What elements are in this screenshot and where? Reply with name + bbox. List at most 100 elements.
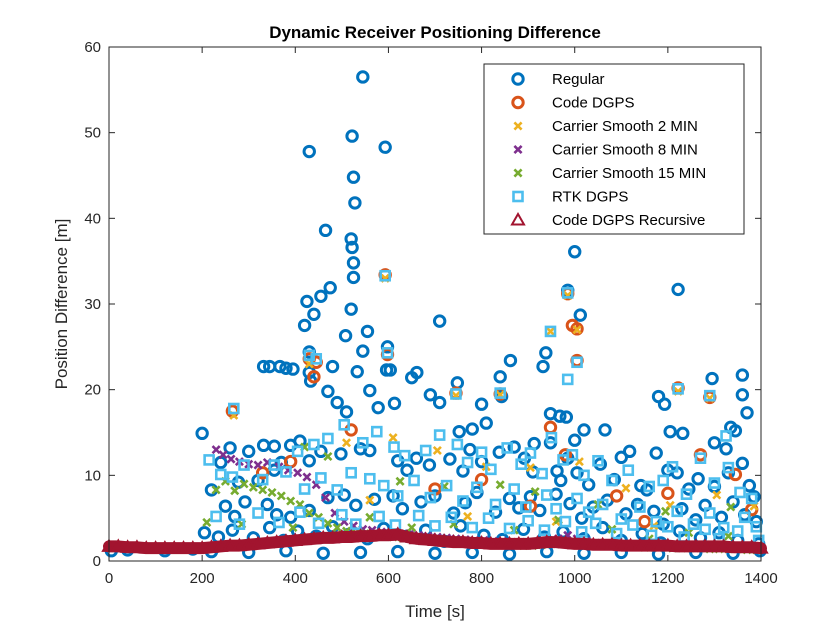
legend-label: Carrier Smooth 8 MIN [552,142,698,159]
data-point [520,535,536,550]
data-point [240,536,257,551]
data-point [325,359,340,374]
data-point [678,538,695,552]
data-point [573,308,588,322]
data-point [175,540,192,554]
data-point [321,384,335,399]
data-point [669,538,685,552]
data-point [604,536,620,551]
data-point [312,517,325,530]
data-point [346,170,361,184]
data-point [559,515,572,528]
data-point [238,459,250,471]
data-point [582,506,595,518]
data-point [471,481,483,494]
data-point [671,505,683,518]
data-point [479,416,493,430]
data-point [267,439,282,453]
data-point [343,528,359,543]
data-point [345,240,359,255]
data-point [345,129,359,143]
data-point [166,540,182,554]
data-point [627,519,639,531]
data-point [707,436,722,450]
data-point [129,539,145,553]
data-point [717,521,730,534]
axis-ticks: 0 200 400 600 800 1000 1200 1400 0 10 20 30 40 50 60 [84,39,777,587]
data-point [614,450,628,465]
data-point [291,445,304,458]
data-point [357,436,369,449]
data-point [332,523,342,533]
data-point [338,328,353,343]
data-point [226,454,236,464]
data-point [433,429,446,441]
data-point [419,444,432,457]
legend-marker [510,211,526,226]
data-point [622,537,639,552]
data-point [363,443,377,458]
data-point [712,490,722,500]
data-point [276,491,286,501]
data-point [432,395,447,410]
data-point [409,451,424,465]
legend-marker [513,121,523,131]
data-point [147,540,164,554]
legend-box [483,63,745,235]
data-point [501,442,513,454]
data-point [570,466,584,480]
data-point [553,409,567,423]
data-point [609,489,624,503]
data-point [408,530,425,545]
data-marks [101,70,769,561]
data-point [353,545,368,560]
data-point [743,539,760,553]
chart-title: Dynamic Receiver Positioning Difference [269,23,601,42]
data-point [197,526,212,540]
data-point [451,438,464,451]
y-tick-label: 50 [84,125,101,142]
y-tick-label: 10 [84,467,101,484]
data-point [719,442,733,456]
data-point [259,534,276,549]
data-point [445,534,462,548]
data-point [745,492,758,505]
data-point [432,445,442,456]
data-point [461,456,474,469]
data-point [649,446,663,460]
data-point [346,270,361,285]
data-point [720,430,732,442]
data-point [545,431,558,444]
data-point [379,269,391,282]
y-tick-label: 40 [84,210,101,227]
data-point [260,497,275,512]
data-point [622,444,637,459]
data-point [548,534,564,548]
data-point [703,507,716,519]
data-point [214,468,227,481]
data-point [371,527,387,541]
data-point [735,368,750,382]
data-point [233,518,246,530]
data-point [688,538,704,552]
data-point [568,433,582,447]
data-point [331,484,344,496]
x-tick-label: 1000 [558,570,591,587]
data-point [666,460,679,473]
data-point [571,492,583,505]
data-point [314,444,328,459]
data-point [318,223,333,238]
data-point [544,325,557,338]
data-point [330,395,344,410]
data-point [450,388,462,400]
legend-label: RTK DGPS [552,189,628,206]
data-point [524,447,537,459]
data-point [615,513,628,525]
data-point [557,534,574,549]
data-point [457,495,469,507]
data-point [529,534,546,549]
data-point [545,326,556,336]
data-point [228,402,240,415]
data-point [672,383,684,395]
legend: Regular Code DGPS Carrier Smooth 2 MIN Carr… [483,63,745,235]
